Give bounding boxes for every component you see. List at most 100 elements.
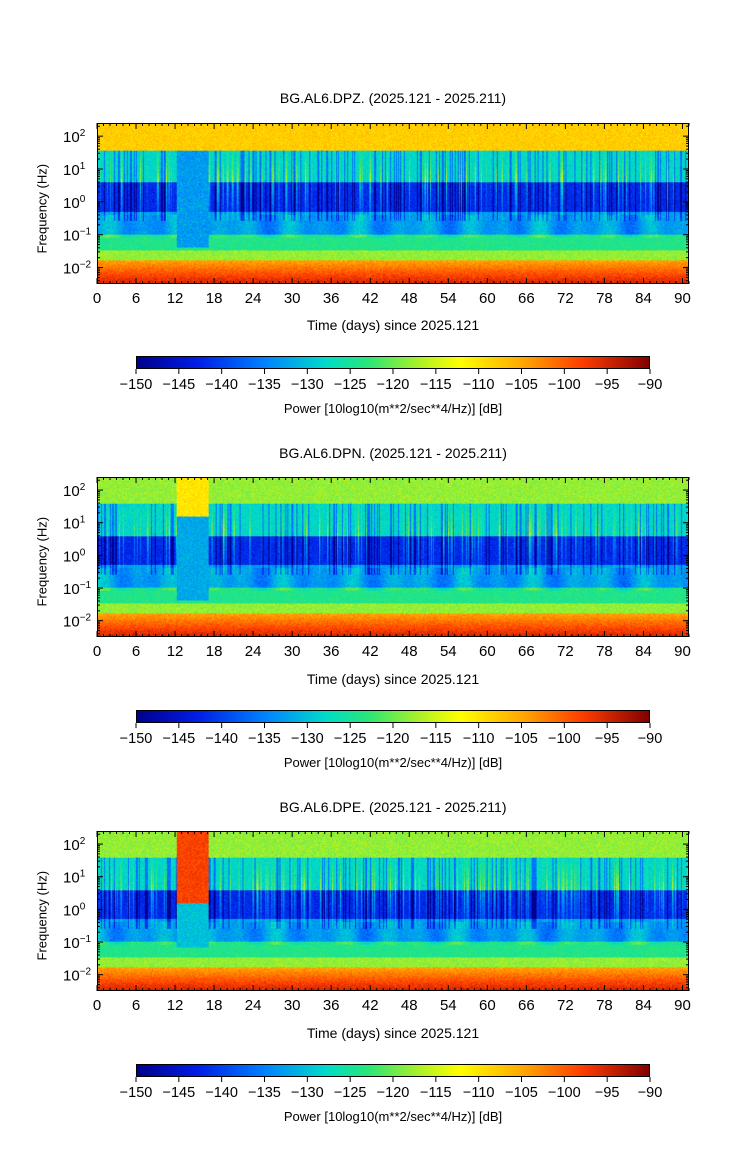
colorbar: [136, 710, 650, 723]
x-tick-label: 0: [93, 643, 101, 660]
y-tick-label: 100: [63, 547, 86, 565]
x-tick-label: 18: [206, 643, 223, 660]
x-tick-label: 42: [362, 997, 379, 1014]
colorbar-label: Power [10log10(m**2/sec**4/Hz)] [dB]: [283, 1109, 503, 1124]
x-tick-label: 90: [674, 997, 691, 1014]
x-tick-label: 6: [132, 997, 140, 1014]
x-tick-label: 84: [635, 643, 652, 660]
colorbar-tick-label: −115: [420, 731, 452, 747]
colorbar-tick-label: −120: [377, 731, 410, 747]
colorbar-tick-label: −130: [291, 731, 324, 747]
x-tick-label: 36: [323, 290, 340, 307]
colorbar-tick-label: −135: [248, 1085, 281, 1101]
colorbar-tick-label: −120: [377, 377, 410, 393]
spectrogram-heatmap: [98, 478, 688, 636]
x-tick-label: 24: [245, 997, 262, 1014]
y-tick-label: 10−2: [63, 260, 92, 278]
colorbar-tick-label: −100: [548, 731, 581, 747]
y-tick-label: 10−1: [63, 580, 92, 598]
spectrogram-heatmap: [98, 832, 688, 990]
colorbar-tick-label: −145: [162, 377, 195, 393]
colorbar-tick-label: −125: [334, 377, 367, 393]
y-tick-label: 101: [63, 869, 86, 887]
x-tick-label: 48: [401, 997, 418, 1014]
colorbar-tick-label: −110: [463, 731, 495, 747]
colorbar-label: Power [10log10(m**2/sec**4/Hz)] [dB]: [283, 401, 503, 416]
x-tick-label: 60: [479, 643, 496, 660]
colorbar-tick-label: −130: [291, 1085, 324, 1101]
spectrogram-heatmap: [98, 124, 688, 283]
chart-title: BG.AL6.DPN. (2025.121 - 2025.211): [279, 445, 507, 461]
x-tick-label: 78: [596, 290, 613, 307]
colorbar-tick-label: −140: [205, 377, 238, 393]
x-tick-label: 90: [674, 643, 691, 660]
x-tick-label: 84: [635, 290, 652, 307]
colorbar-tick-label: −105: [505, 377, 538, 393]
colorbar-tick-label: −145: [162, 1085, 195, 1101]
colorbar: [136, 1064, 650, 1077]
colorbar-tick-label: −125: [334, 1085, 367, 1101]
x-tick-label: 60: [479, 290, 496, 307]
x-tick-label: 12: [167, 290, 184, 307]
x-tick-label: 30: [284, 290, 301, 307]
colorbar-tick-label: −150: [120, 377, 153, 393]
y-tick-label: 10−2: [63, 967, 92, 985]
x-tick-label: 24: [245, 290, 262, 307]
chart-title: BG.AL6.DPE. (2025.121 - 2025.211): [279, 799, 507, 815]
x-tick-label: 60: [479, 997, 496, 1014]
x-tick-label: 0: [93, 997, 101, 1014]
x-tick-label: 48: [401, 643, 418, 660]
x-tick-label: 72: [557, 643, 574, 660]
x-tick-label: 36: [323, 997, 340, 1014]
colorbar: [136, 356, 650, 369]
x-tick-label: 72: [557, 997, 574, 1014]
x-tick-label: 54: [440, 643, 457, 660]
x-tick-label: 84: [635, 997, 652, 1014]
colorbar-tick-label: −135: [248, 731, 281, 747]
x-tick-label: 30: [284, 643, 301, 660]
x-tick-label: 18: [206, 290, 223, 307]
colorbar-tick-label: −95: [595, 1085, 620, 1101]
x-tick-label: 42: [362, 290, 379, 307]
colorbar-tick-label: −145: [162, 731, 195, 747]
x-tick-label: 72: [557, 290, 574, 307]
x-tick-label: 6: [132, 290, 140, 307]
x-tick-label: 36: [323, 643, 340, 660]
x-tick-label: 66: [518, 643, 535, 660]
x-tick-label: 54: [440, 290, 457, 307]
colorbar-tick-label: −105: [505, 731, 538, 747]
spectrogram-plot: [97, 831, 689, 991]
y-tick-label: 10−2: [63, 613, 92, 631]
colorbar-tick-label: −135: [248, 377, 281, 393]
colorbar-tick-label: −90: [638, 377, 663, 393]
x-axis-label: Time (days) since 2025.121: [306, 317, 480, 333]
colorbar-tick-label: −115: [420, 377, 452, 393]
colorbar-tick-label: −140: [205, 1085, 238, 1101]
colorbar-tick-label: −125: [334, 731, 367, 747]
colorbar-tick-label: −90: [638, 731, 663, 747]
x-tick-label: 42: [362, 643, 379, 660]
x-tick-label: 66: [518, 290, 535, 307]
y-tick-label: 102: [63, 836, 86, 854]
colorbar-tick-label: −100: [548, 1085, 581, 1101]
colorbar-tick-label: −105: [505, 1085, 538, 1101]
x-tick-label: 12: [167, 643, 184, 660]
y-tick-label: 101: [63, 161, 86, 179]
colorbar-tick-label: −95: [595, 731, 620, 747]
colorbar-tick-label: −90: [638, 1085, 663, 1101]
x-tick-label: 54: [440, 997, 457, 1014]
y-tick-label: 10−1: [63, 934, 92, 952]
y-tick-label: 101: [63, 515, 86, 533]
colorbar-tick-label: −110: [463, 377, 495, 393]
colorbar-tick-label: −120: [377, 1085, 410, 1101]
spectrogram-plot: [97, 123, 689, 284]
y-tick-label: 10−1: [63, 227, 92, 245]
x-tick-label: 90: [674, 290, 691, 307]
y-tick-label: 102: [63, 128, 86, 146]
